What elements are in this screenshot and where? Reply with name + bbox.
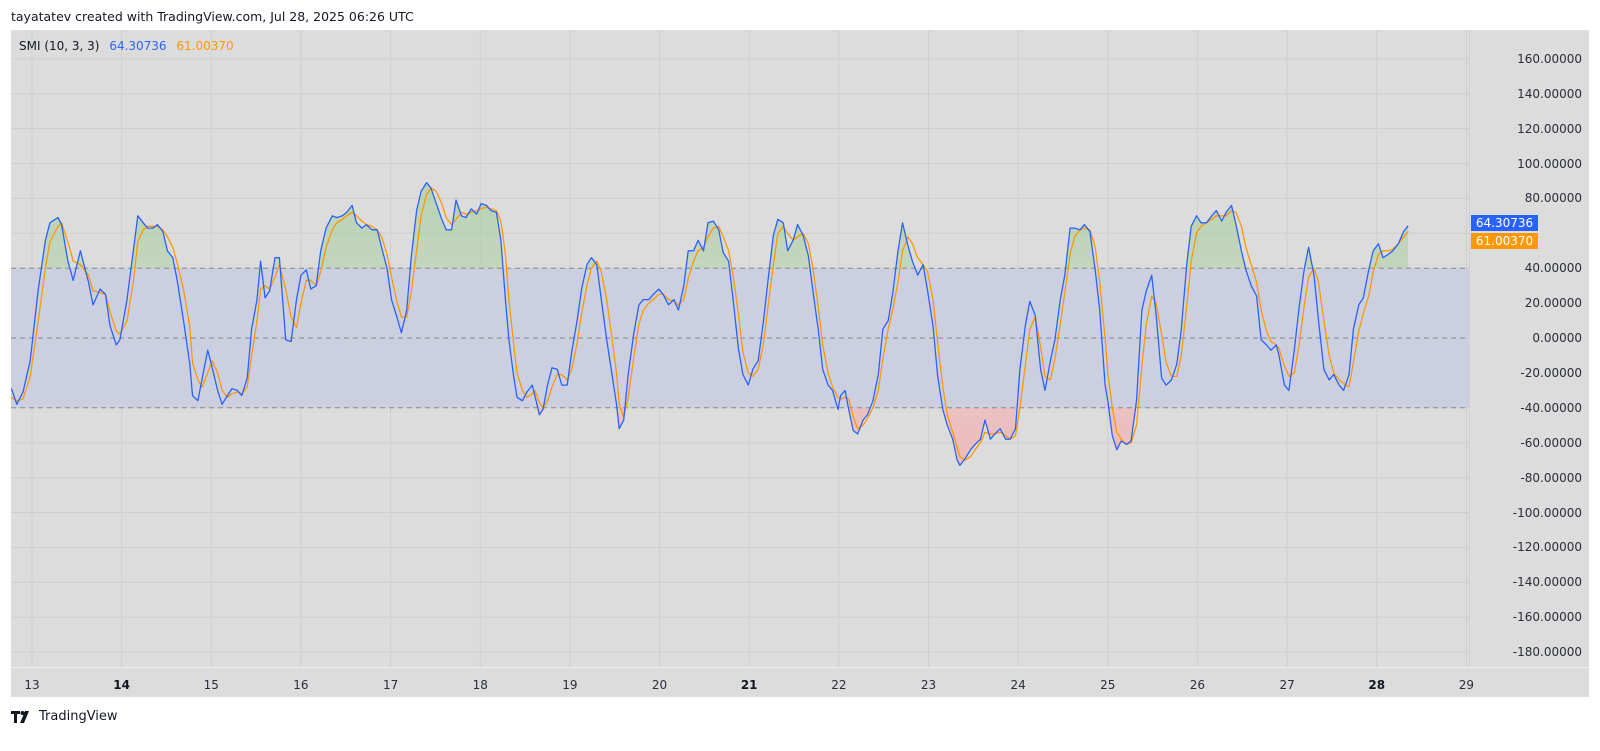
time-tick-label: 15 (203, 678, 219, 692)
smi-price-badge: 64.30736 (1471, 214, 1538, 231)
legend-smi-value: 64.30736 (109, 39, 167, 53)
smi-line (11, 182, 1409, 467)
price-tick-label: 0.00000 (1532, 331, 1582, 345)
time-tick-label: 16 (293, 678, 309, 692)
smi-chart-svg (11, 30, 1469, 667)
price-tick-label: 140.00000 (1517, 86, 1582, 101)
time-tick-label: 13 (24, 678, 40, 692)
price-tick-label: -120.00000 (1512, 540, 1582, 555)
time-tick-label: 28 (1368, 678, 1386, 692)
price-tick-label: 20.00000 (1524, 296, 1582, 311)
price-tick-label: -180.00000 (1512, 645, 1582, 660)
price-tick-label: 160.00000 (1517, 51, 1582, 66)
time-tick-label: 18 (472, 678, 488, 692)
price-tick-label: -140.00000 (1512, 575, 1582, 590)
price-tick-label: -20.00000 (1520, 365, 1582, 380)
signal-price-badge: 61.00370 (1471, 232, 1538, 249)
tradingview-logo-icon (11, 710, 29, 723)
indicator-legend[interactable]: SMI (10, 3, 3) 64.30736 61.00370 (19, 39, 240, 53)
time-tick-label: 24 (1010, 678, 1026, 692)
price-tick-label: -100.00000 (1512, 505, 1582, 520)
attribution-header: tayatatev created with TradingView.com, … (11, 9, 414, 24)
chart-frame[interactable]: SMI (10, 3, 3) 64.30736 61.00370 160.000… (11, 30, 1589, 697)
time-tick-label: 22 (831, 678, 847, 692)
footer-brand: TradingView (39, 709, 118, 724)
legend-signal-value: 61.00370 (176, 39, 234, 53)
time-axis[interactable]: 13 14 15 16 17 18 19 20 21 22 23 24 25 26 27 28 29 (11, 667, 1589, 698)
price-tick-label: -80.00000 (1520, 470, 1582, 485)
time-tick-label: 29 (1458, 678, 1475, 692)
time-tick-label: 19 (562, 678, 578, 692)
time-tick-label: 14 (113, 678, 130, 692)
price-tick-label: -60.00000 (1520, 435, 1582, 450)
price-tick-label: -160.00000 (1512, 610, 1582, 625)
price-tick-label: 80.00000 (1524, 191, 1582, 206)
plot-area[interactable]: SMI (10, 3, 3) 64.30736 61.00370 (11, 30, 1469, 667)
time-tick-label: 27 (1279, 678, 1295, 692)
legend-indicator-name: SMI (10, 3, 3) (19, 39, 100, 53)
time-tick-label: 21 (740, 678, 758, 692)
time-tick-label: 23 (920, 678, 937, 692)
time-tick-label: 20 (651, 678, 668, 692)
price-tick-label: 120.00000 (1517, 121, 1582, 136)
time-tick-label: 26 (1189, 678, 1206, 692)
price-axis[interactable]: 160.00000 140.00000 120.00000 100.00000 80.0… (1469, 30, 1590, 667)
price-tick-label: -40.00000 (1520, 400, 1582, 415)
time-tick-label: 25 (1100, 678, 1116, 692)
price-tick-label: 100.00000 (1517, 156, 1582, 171)
tradingview-footer: TradingView (11, 709, 118, 724)
signal-line (11, 187, 1409, 461)
price-tick-label: 40.00000 (1524, 261, 1582, 276)
time-tick-label: 17 (382, 678, 399, 692)
